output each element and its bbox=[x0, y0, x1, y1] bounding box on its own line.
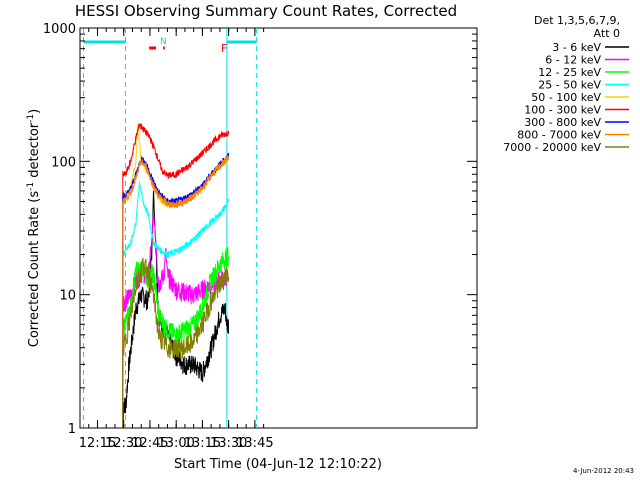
x-tick-label: 13:00 bbox=[157, 436, 194, 451]
y-tick-label: 1 bbox=[68, 422, 76, 437]
y-axis-label: Corrected Count Rate (s-1 detector-1) bbox=[26, 109, 42, 347]
night-label: N bbox=[160, 37, 167, 47]
legend-label: 300 - 800 keV bbox=[524, 116, 601, 129]
legend-label: 50 - 100 keV bbox=[531, 91, 601, 104]
x-tick-label: 13:15 bbox=[184, 436, 221, 451]
legend-header-1: Det 1,3,5,6,7,9, bbox=[534, 14, 620, 27]
legend-label: 7000 - 20000 keV bbox=[503, 141, 601, 154]
x-tick-label: 13:30 bbox=[210, 436, 247, 451]
plot-frame bbox=[79, 27, 478, 429]
x-tick-label: 13:45 bbox=[236, 436, 273, 451]
legend-label: 3 - 6 keV bbox=[552, 41, 601, 54]
series-line bbox=[122, 257, 229, 359]
series-line bbox=[122, 190, 230, 429]
legend-label: 12 - 25 keV bbox=[538, 66, 601, 79]
chart-title: HESSI Observing Summary Count Rates, Cor… bbox=[75, 2, 457, 20]
x-axis-label: Start Time (04-Jun-12 12:10:22) bbox=[174, 457, 382, 472]
legend-header-2: Att 0 bbox=[594, 27, 620, 40]
y-axis-label-main: Corrected Count Rate (s bbox=[27, 191, 42, 348]
x-tick-label: 12:45 bbox=[131, 436, 168, 451]
y-tick-label: 100 bbox=[51, 155, 76, 170]
series-line bbox=[122, 180, 230, 259]
y-tick-label: 10 bbox=[59, 289, 76, 304]
series-line bbox=[122, 155, 230, 209]
series-lines bbox=[122, 123, 230, 429]
x-tick-label: 12:30 bbox=[105, 436, 142, 451]
x-tick-label: 12:15 bbox=[79, 436, 116, 451]
y-axis-label-sup1: -1 bbox=[26, 182, 36, 191]
y-axis-label-sup2: -1 bbox=[26, 114, 36, 123]
night-indicators bbox=[82, 28, 258, 428]
legend-label: 100 - 300 keV bbox=[524, 104, 601, 117]
y-axis-label-mid: detector bbox=[27, 122, 42, 182]
series-line bbox=[122, 123, 230, 179]
y-tick-label: 1000 bbox=[43, 22, 76, 37]
legend-label: 25 - 50 keV bbox=[538, 79, 601, 92]
flare-label: F bbox=[221, 42, 227, 55]
footer-date: 4-Jun-2012 20:43 bbox=[573, 467, 634, 475]
legend-label: 800 - 7000 keV bbox=[517, 129, 601, 142]
y-axis-label-end: ) bbox=[27, 109, 42, 114]
legend-label: 6 - 12 keV bbox=[545, 54, 601, 67]
